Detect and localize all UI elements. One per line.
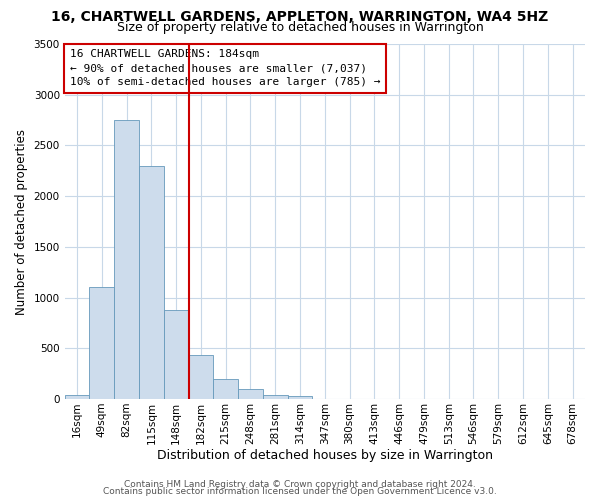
Text: Size of property relative to detached houses in Warrington: Size of property relative to detached ho…: [116, 21, 484, 34]
Bar: [263, 395, 287, 399]
Bar: [89, 288, 114, 399]
Bar: [164, 310, 188, 399]
Text: Contains HM Land Registry data © Crown copyright and database right 2024.: Contains HM Land Registry data © Crown c…: [124, 480, 476, 489]
Y-axis label: Number of detached properties: Number of detached properties: [15, 128, 28, 314]
Bar: [65, 395, 89, 399]
Text: Contains public sector information licensed under the Open Government Licence v3: Contains public sector information licen…: [103, 488, 497, 496]
Text: 16, CHARTWELL GARDENS, APPLETON, WARRINGTON, WA4 5HZ: 16, CHARTWELL GARDENS, APPLETON, WARRING…: [52, 10, 548, 24]
Bar: [214, 380, 238, 399]
Bar: [114, 120, 139, 399]
Bar: [139, 166, 164, 399]
Text: 16 CHARTWELL GARDENS: 184sqm
← 90% of detached houses are smaller (7,037)
10% of: 16 CHARTWELL GARDENS: 184sqm ← 90% of de…: [70, 50, 380, 88]
Bar: [188, 356, 214, 399]
Bar: [287, 396, 313, 399]
Bar: [238, 389, 263, 399]
X-axis label: Distribution of detached houses by size in Warrington: Distribution of detached houses by size …: [157, 450, 493, 462]
